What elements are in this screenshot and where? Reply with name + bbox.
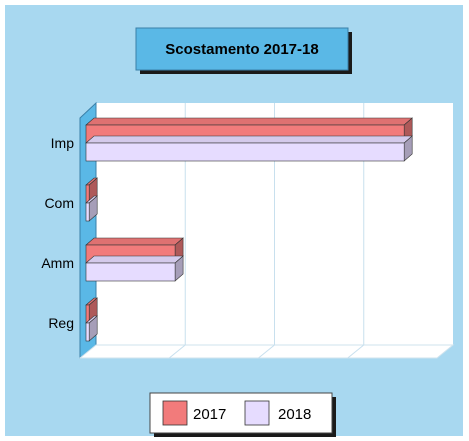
chart-title-box: Scostamento 2017-18 bbox=[135, 27, 352, 74]
category-label: Imp bbox=[51, 135, 75, 151]
gridline-floor bbox=[347, 344, 365, 359]
gridline-floor bbox=[258, 344, 275, 359]
category-label: Com bbox=[44, 195, 74, 211]
chart-title: Scostamento 2017-18 bbox=[165, 41, 318, 58]
gridline-floor bbox=[168, 344, 186, 359]
legend: 2017 2018 bbox=[149, 392, 336, 437]
bar bbox=[85, 315, 98, 342]
title-background bbox=[135, 27, 349, 71]
legend-label-2018: 2018 bbox=[278, 406, 311, 423]
category-label: Reg bbox=[48, 315, 74, 331]
bar bbox=[85, 195, 98, 222]
plot-area: Imp Com Amm Reg bbox=[41, 101, 455, 360]
category-label: Amm bbox=[41, 255, 74, 271]
category-labels: Imp Com Amm Reg bbox=[41, 135, 74, 331]
legend-label-2017: 2017 bbox=[193, 406, 226, 423]
legend-swatch-2017 bbox=[162, 400, 188, 426]
bar bbox=[85, 135, 413, 162]
bar bbox=[85, 255, 184, 282]
bars-group bbox=[85, 117, 413, 342]
legend-swatch-2018 bbox=[244, 400, 270, 426]
